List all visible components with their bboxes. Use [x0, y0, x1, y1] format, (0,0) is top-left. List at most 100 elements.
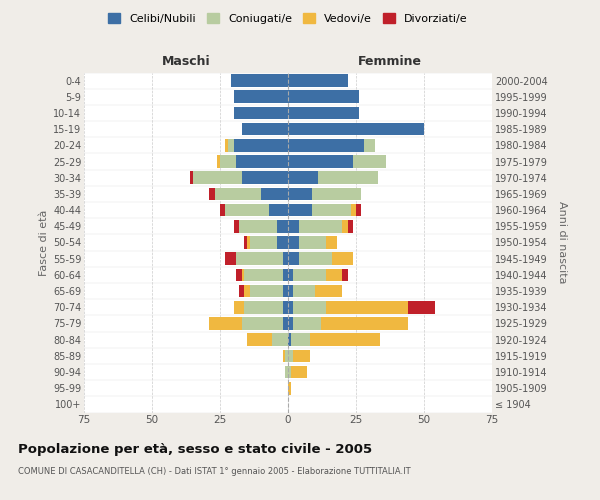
Bar	[209, 317, 242, 330]
Bar	[247, 236, 250, 249]
Bar	[288, 350, 293, 362]
Text: Popolazione per età, sesso e stato civile - 2005: Popolazione per età, sesso e stato civil…	[18, 442, 372, 456]
Bar	[231, 74, 288, 87]
Bar	[288, 204, 313, 216]
Bar	[193, 172, 242, 184]
Bar	[226, 252, 236, 265]
Bar	[261, 188, 288, 200]
Bar	[288, 317, 293, 330]
Bar	[242, 268, 244, 281]
Bar	[313, 204, 350, 216]
Bar	[313, 188, 361, 200]
Bar	[288, 285, 293, 298]
Bar	[272, 334, 288, 346]
Bar	[209, 188, 215, 200]
Bar	[350, 204, 356, 216]
Bar	[299, 220, 343, 232]
Bar	[236, 268, 242, 281]
Bar	[356, 204, 361, 216]
Bar	[247, 334, 272, 346]
Bar	[244, 268, 283, 281]
Bar	[318, 172, 378, 184]
Bar	[291, 334, 310, 346]
Bar	[233, 301, 244, 314]
Legend: Celibi/Nubili, Coniugati/e, Vedovi/e, Divorziati/e: Celibi/Nubili, Coniugati/e, Vedovi/e, Di…	[108, 13, 468, 24]
Bar	[250, 236, 277, 249]
Bar	[293, 350, 310, 362]
Bar	[291, 366, 307, 378]
Bar	[277, 236, 288, 249]
Bar	[353, 155, 386, 168]
Bar	[277, 220, 288, 232]
Bar	[288, 382, 291, 394]
Bar	[320, 317, 407, 330]
Bar	[250, 285, 283, 298]
Bar	[407, 301, 435, 314]
Bar	[343, 220, 348, 232]
Bar	[299, 252, 332, 265]
Bar	[288, 139, 364, 151]
Bar	[293, 317, 320, 330]
Bar	[283, 301, 288, 314]
Bar	[288, 188, 313, 200]
Bar	[326, 301, 407, 314]
Text: Maschi: Maschi	[161, 54, 211, 68]
Bar	[285, 350, 288, 362]
Bar	[299, 236, 326, 249]
Bar	[283, 252, 288, 265]
Bar	[288, 334, 291, 346]
Bar	[288, 106, 359, 120]
Bar	[283, 285, 288, 298]
Bar	[332, 252, 353, 265]
Bar	[236, 252, 283, 265]
Text: Femmine: Femmine	[358, 54, 422, 68]
Bar	[215, 188, 261, 200]
Bar	[310, 334, 380, 346]
Bar	[288, 155, 353, 168]
Bar	[239, 285, 244, 298]
Bar	[326, 236, 337, 249]
Bar	[315, 285, 343, 298]
Text: COMUNE DI CASACANDITELLA (CH) - Dati ISTAT 1° gennaio 2005 - Elaborazione TUTTIT: COMUNE DI CASACANDITELLA (CH) - Dati IST…	[18, 468, 410, 476]
Bar	[288, 172, 318, 184]
Bar	[190, 172, 193, 184]
Bar	[236, 155, 288, 168]
Bar	[233, 220, 239, 232]
Bar	[293, 285, 315, 298]
Bar	[242, 123, 288, 136]
Bar	[220, 155, 236, 168]
Bar	[226, 204, 269, 216]
Bar	[293, 301, 326, 314]
Bar	[288, 366, 291, 378]
Bar	[242, 172, 288, 184]
Bar	[288, 252, 299, 265]
Bar	[283, 317, 288, 330]
Bar	[364, 139, 375, 151]
Bar	[244, 301, 283, 314]
Bar	[283, 350, 285, 362]
Bar	[288, 220, 299, 232]
Y-axis label: Anni di nascita: Anni di nascita	[557, 201, 567, 283]
Bar	[244, 285, 250, 298]
Bar	[242, 317, 283, 330]
Bar	[293, 268, 326, 281]
Bar	[233, 106, 288, 120]
Bar	[288, 236, 299, 249]
Bar	[288, 268, 293, 281]
Bar	[233, 90, 288, 103]
Y-axis label: Fasce di età: Fasce di età	[38, 210, 49, 276]
Bar	[220, 204, 226, 216]
Bar	[239, 220, 277, 232]
Bar	[326, 268, 343, 281]
Bar	[283, 268, 288, 281]
Bar	[226, 139, 228, 151]
Bar	[288, 123, 424, 136]
Bar	[285, 366, 288, 378]
Bar	[288, 90, 359, 103]
Bar	[244, 236, 247, 249]
Bar	[233, 139, 288, 151]
Bar	[269, 204, 288, 216]
Bar	[343, 268, 348, 281]
Bar	[348, 220, 353, 232]
Bar	[228, 139, 233, 151]
